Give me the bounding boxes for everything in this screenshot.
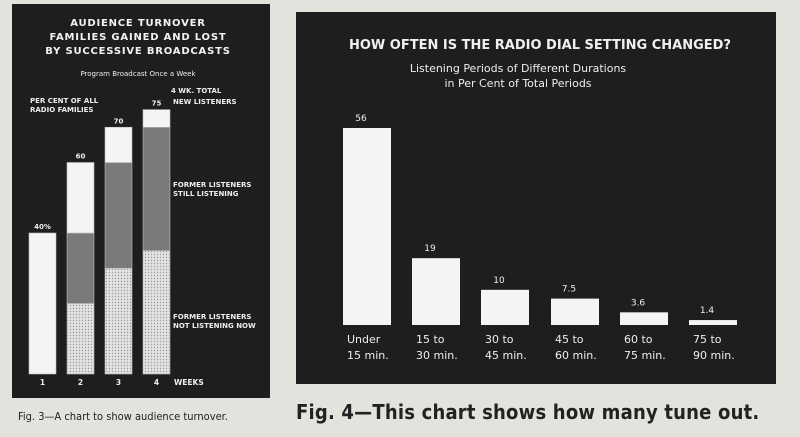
bar-total-label: 75 <box>152 100 162 108</box>
bar-segment-new-listeners <box>142 109 171 128</box>
bar-segment-former-listeners-still-listening <box>142 126 171 251</box>
x-tick-label: 3 <box>116 378 121 387</box>
bar-value-label: 7.5 <box>562 285 576 295</box>
legend-label: NOT LISTENING NOW <box>173 322 256 330</box>
bar-segment-former-listeners-still-listening <box>66 232 95 304</box>
x-tick-label: 75 to <box>693 333 722 346</box>
x-tick-label: 2 <box>78 378 83 387</box>
x-tick-label: 60 to <box>624 333 653 346</box>
bar <box>481 289 529 325</box>
bar-segment-former-listeners-not-listening-now <box>66 303 95 375</box>
x-axis-label: WEEKS <box>174 378 204 387</box>
bar-total-label: 40% <box>34 223 51 231</box>
bars: 56 19 10 7.5 3.6 1.4 <box>343 114 737 325</box>
x-tick-label: 45 min. <box>485 349 527 362</box>
bar-segment-former-listeners-still-listening <box>104 162 133 269</box>
figure-3-caption: Fig. 3—A chart to show audience turnover… <box>18 410 228 423</box>
chart-subtitle: Listening Periods of Different Durations… <box>410 62 627 90</box>
chart-title-line: BY SUCCESSIVE BROADCASTS <box>45 46 230 57</box>
dial-setting-chart-panel: HOW OFTEN IS THE RADIO DIAL SETTING CHAN… <box>296 12 776 384</box>
bar-value-label: 3.6 <box>631 298 646 308</box>
x-tick-label: 60 min. <box>555 349 597 362</box>
legend-label: NEW LISTENERS <box>173 98 237 106</box>
bar-total-label: 70 <box>114 117 124 125</box>
bar-value-label: 56 <box>355 114 367 124</box>
figure-4-caption: Fig. 4—This chart shows how many tune ou… <box>296 400 760 424</box>
chart-title-line: FAMILIES GAINED AND LOST <box>50 32 227 43</box>
x-tick-label: 4 <box>154 378 159 387</box>
legend-label: FORMER LISTENERS <box>173 181 251 189</box>
bar-segment-former-listeners-not-listening-now <box>104 267 133 375</box>
chart-subtitle-line: Listening Periods of Different Durations <box>410 62 627 75</box>
x-tick-label: 30 min. <box>416 349 458 362</box>
bar <box>412 258 460 325</box>
total-label: 4 WK. TOTAL <box>171 87 222 95</box>
x-tick-label: 15 to <box>416 333 445 346</box>
bar-value-label: 19 <box>424 244 436 254</box>
bar-segment-new-listeners <box>28 232 57 375</box>
chart-title: AUDIENCE TURNOVER FAMILIES GAINED AND LOS… <box>45 18 230 57</box>
x-ticks: Under 15 min. 15 to 30 min. 30 to 45 min. 45 t… <box>347 333 735 362</box>
bar <box>343 128 391 325</box>
bar-value-label: 1.4 <box>700 306 715 316</box>
x-tick-label: Under <box>347 333 381 346</box>
bar-value-label: 10 <box>493 276 505 286</box>
chart-title: HOW OFTEN IS THE RADIO DIAL SETTING CHAN… <box>349 38 731 53</box>
bar-segment-new-listeners <box>66 162 95 234</box>
x-tick-label: 30 to <box>485 333 514 346</box>
x-tick-label: 75 min. <box>624 349 666 362</box>
bar-total-label: 60 <box>76 153 86 161</box>
bars: 40% 60 70 75 <box>28 100 171 375</box>
chart-title-line: AUDIENCE TURNOVER <box>70 18 206 29</box>
x-ticks: 1 2 3 4 <box>40 378 159 387</box>
audience-turnover-chart-panel: AUDIENCE TURNOVER FAMILIES GAINED AND LOS… <box>12 4 270 398</box>
bar <box>551 298 599 325</box>
bar-segment-new-listeners <box>104 126 133 163</box>
legend-label: FORMER LISTENERS <box>173 313 251 321</box>
x-tick-label: 90 min. <box>693 349 735 362</box>
x-tick-label: 15 min. <box>347 349 389 362</box>
x-tick-label: 45 to <box>555 333 584 346</box>
chart-subtitle-line: in Per Cent of Total Periods <box>444 77 591 90</box>
audience-turnover-chart: AUDIENCE TURNOVER FAMILIES GAINED AND LOS… <box>28 18 256 387</box>
bar-segment-former-listeners-not-listening-now <box>142 250 171 375</box>
bar <box>689 320 737 325</box>
y-axis-label-line: PER CENT OF ALL <box>30 97 99 105</box>
x-tick-label: 1 <box>40 378 45 387</box>
legend-label: STILL LISTENING <box>173 190 239 198</box>
bar <box>620 312 668 325</box>
y-axis-label-line: RADIO FAMILIES <box>30 106 93 114</box>
chart-subtitle: Program Broadcast Once a Week <box>80 70 196 78</box>
dial-setting-chart: HOW OFTEN IS THE RADIO DIAL SETTING CHAN… <box>343 38 737 362</box>
